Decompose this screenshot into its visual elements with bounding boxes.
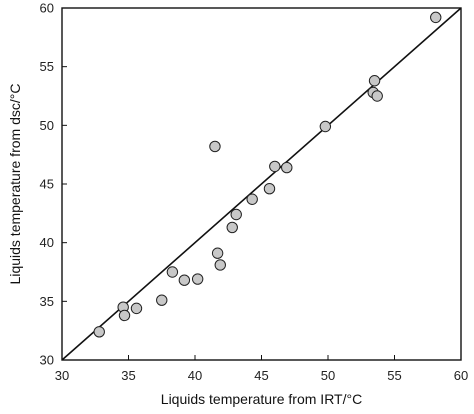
plot-frame (61, 7, 462, 361)
data-point (226, 221, 238, 234)
x-tick-label: 55 (387, 368, 401, 383)
data-point (156, 294, 168, 306)
y-tick-label: 55 (40, 59, 54, 74)
identity-line-layer (61, 7, 462, 361)
y-tick-label: 60 (40, 1, 54, 16)
y-tick-label: 35 (40, 294, 54, 309)
x-tick-label: 35 (121, 368, 135, 383)
data-point (191, 273, 204, 285)
data-point (130, 302, 143, 315)
y-axis-title: Liquids temperature from dsc/°C (7, 84, 23, 285)
data-point (246, 193, 258, 205)
data-point (263, 182, 276, 195)
x-tick-label: 30 (55, 368, 69, 383)
x-tick-label: 60 (454, 368, 468, 383)
data-point (230, 208, 242, 221)
x-tick-label: 50 (321, 368, 335, 383)
data-point (166, 266, 179, 278)
x-tick-label: 40 (188, 368, 202, 383)
data-point (319, 120, 332, 133)
identity-line (61, 7, 462, 361)
x-tick-label: 45 (254, 368, 268, 383)
data-point (269, 160, 281, 173)
x-axis-title: Liquids temperature from IRT/°C (161, 391, 362, 407)
y-tick-label: 30 (40, 353, 54, 368)
data-point (178, 274, 191, 286)
data-point (281, 161, 293, 174)
data-point (93, 326, 105, 338)
y-tick-label: 50 (40, 118, 54, 133)
data-point (368, 75, 381, 87)
data-point (209, 140, 221, 153)
axes-layer: 30 35 40 45 50 55 60 30 35 40 45 50 55 60 (40, 1, 469, 384)
data-point (214, 259, 226, 271)
data-points-layer (93, 11, 442, 338)
data-point (211, 247, 224, 259)
data-point (371, 90, 383, 102)
y-tick-label: 45 (40, 177, 54, 192)
data-point (430, 11, 442, 24)
y-tick-label: 40 (40, 235, 54, 250)
data-point (118, 309, 131, 322)
